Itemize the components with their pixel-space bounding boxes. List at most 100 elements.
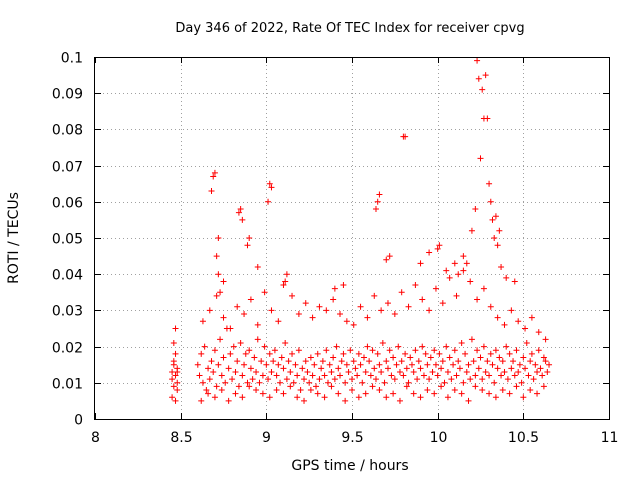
- x-tick-label: 8: [91, 430, 100, 446]
- data-point: [249, 376, 256, 383]
- data-point: [451, 260, 458, 267]
- data-point: [355, 394, 362, 401]
- data-point: [342, 379, 349, 386]
- data-point: [407, 354, 414, 361]
- data-point: [253, 387, 260, 394]
- data-point: [211, 169, 218, 176]
- data-point: [528, 314, 535, 321]
- data-point: [378, 368, 385, 375]
- data-point: [199, 379, 206, 386]
- data-point: [213, 253, 220, 260]
- data-point: [467, 278, 474, 285]
- data-point: [259, 390, 266, 397]
- data-point: [470, 358, 477, 365]
- data-point: [496, 354, 503, 361]
- data-point: [491, 379, 498, 386]
- data-point: [506, 350, 513, 357]
- data-point: [206, 376, 213, 383]
- data-point: [463, 368, 470, 375]
- data-point: [510, 358, 517, 365]
- data-point: [508, 307, 515, 314]
- data-point: [239, 372, 246, 379]
- data-point: [354, 372, 361, 379]
- data-point: [172, 372, 179, 379]
- data-point: [480, 285, 487, 292]
- data-point: [383, 358, 390, 365]
- data-point: [337, 372, 344, 379]
- data-point: [234, 358, 241, 365]
- data-point: [227, 350, 234, 357]
- data-point: [446, 274, 453, 281]
- data-point: [360, 354, 367, 361]
- data-point: [412, 347, 419, 354]
- chart-title: Day 346 of 2022, Rate Of TEC Index for r…: [175, 21, 524, 36]
- data-point: [266, 180, 273, 187]
- data-point: [468, 336, 475, 343]
- data-point: [301, 376, 308, 383]
- data-point: [448, 376, 455, 383]
- y-tick-label: 0.01: [52, 377, 83, 393]
- data-point: [537, 365, 544, 372]
- data-point: [270, 358, 277, 365]
- data-point: [501, 321, 508, 328]
- data-point: [427, 354, 434, 361]
- data-point: [472, 372, 479, 379]
- data-point: [390, 354, 397, 361]
- data-point: [444, 368, 451, 375]
- data-point: [492, 394, 499, 401]
- data-point: [170, 358, 177, 365]
- data-point: [417, 260, 424, 267]
- x-tick-labels: 8 8.5 9 9.5 10 10.5 11: [91, 430, 618, 446]
- data-point: [326, 361, 333, 368]
- data-point: [472, 206, 479, 213]
- data-point: [369, 347, 376, 354]
- data-point: [532, 361, 539, 368]
- y-tick-label: 0.07: [52, 160, 83, 176]
- data-point: [422, 350, 429, 357]
- data-point: [337, 311, 344, 318]
- data-point: [384, 365, 391, 372]
- data-point: [501, 368, 508, 375]
- data-point: [369, 383, 376, 390]
- data-point: [499, 358, 506, 365]
- data-point: [295, 347, 302, 354]
- data-point: [383, 394, 390, 401]
- data-point: [235, 209, 242, 216]
- data-point: [273, 387, 280, 394]
- data-point: [331, 376, 338, 383]
- y-tick-label: 0: [74, 413, 83, 429]
- data-point: [340, 350, 347, 357]
- data-point: [535, 329, 542, 336]
- data-point: [174, 387, 181, 394]
- data-point: [287, 383, 294, 390]
- data-point: [234, 303, 241, 310]
- data-point: [535, 347, 542, 354]
- data-point: [491, 235, 498, 241]
- data-point: [520, 394, 527, 401]
- data-point: [172, 350, 179, 357]
- data-point: [283, 376, 290, 383]
- data-point: [494, 314, 501, 321]
- data-point: [414, 376, 421, 383]
- data-point: [432, 361, 439, 368]
- x-tick-label: 8.5: [170, 430, 192, 446]
- data-point: [489, 216, 496, 223]
- data-point: [294, 394, 301, 401]
- data-point: [436, 242, 443, 249]
- data-point: [426, 376, 433, 383]
- data-point: [403, 365, 410, 372]
- data-point: [309, 372, 316, 379]
- data-point: [527, 358, 534, 365]
- data-point: [295, 311, 302, 318]
- data-point: [508, 365, 515, 372]
- data-point: [482, 368, 489, 375]
- data-point: [283, 271, 290, 278]
- data-point: [206, 307, 213, 314]
- data-point: [285, 358, 292, 365]
- data-point: [352, 365, 359, 372]
- data-point: [215, 271, 222, 278]
- data-point: [484, 115, 491, 122]
- y-tick-label: 0.06: [52, 196, 83, 212]
- data-point: [328, 383, 335, 390]
- data-point: [367, 372, 374, 379]
